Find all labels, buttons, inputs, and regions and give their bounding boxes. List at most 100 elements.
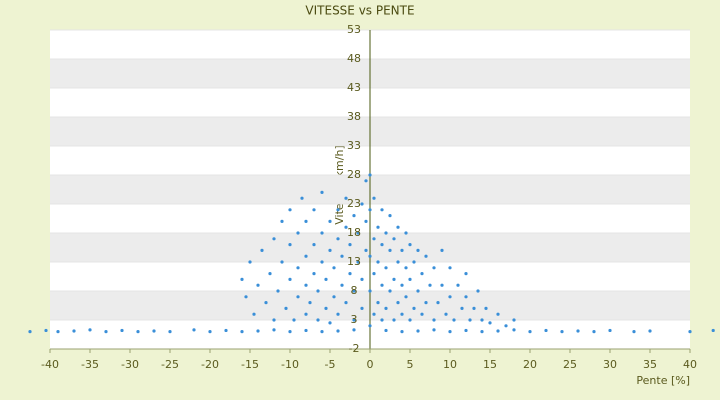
y-tick-label: -2 <box>349 342 360 355</box>
point <box>560 330 564 334</box>
point <box>368 173 372 177</box>
x-tick-label: -30 <box>121 358 139 371</box>
point <box>352 214 356 218</box>
x-tick-label: -20 <box>201 358 219 371</box>
chart-title: VITESSE vs PENTE <box>305 4 414 18</box>
point <box>320 260 324 264</box>
point <box>436 301 440 305</box>
point <box>380 283 384 287</box>
x-tick-label: -40 <box>41 358 59 371</box>
point <box>408 277 412 281</box>
y-tick-label: 28 <box>347 168 361 181</box>
point <box>240 277 244 281</box>
y-tick-label: 8 <box>351 284 358 297</box>
point <box>364 248 368 252</box>
point <box>464 328 468 333</box>
point <box>244 295 248 299</box>
point <box>464 295 468 299</box>
point <box>384 306 388 310</box>
point <box>208 330 212 334</box>
y-tick-label: 43 <box>347 81 361 94</box>
point <box>328 219 332 223</box>
point <box>356 260 360 264</box>
point <box>44 328 48 333</box>
point <box>304 312 308 316</box>
x-tick-label: 40 <box>683 358 697 371</box>
point <box>240 330 244 334</box>
point <box>192 328 196 332</box>
point <box>688 330 692 334</box>
point <box>484 306 488 310</box>
point <box>352 289 356 293</box>
point <box>288 277 292 281</box>
point <box>332 295 336 299</box>
point <box>412 306 416 310</box>
point <box>388 289 392 293</box>
point <box>344 225 348 229</box>
point <box>344 196 348 200</box>
point <box>360 277 364 281</box>
point <box>312 243 316 247</box>
point <box>368 289 372 293</box>
point <box>268 272 272 276</box>
point <box>324 306 328 310</box>
point <box>316 289 320 293</box>
point <box>288 330 292 334</box>
point <box>320 190 324 194</box>
point <box>224 328 228 333</box>
point <box>396 225 400 229</box>
point <box>456 283 460 287</box>
point <box>304 328 308 333</box>
point <box>272 237 276 241</box>
point <box>416 329 420 333</box>
point <box>248 260 252 264</box>
point <box>272 328 276 332</box>
y-tick-label: 53 <box>347 23 361 36</box>
point <box>320 231 324 235</box>
point <box>404 231 408 235</box>
point <box>312 208 316 212</box>
point <box>496 329 500 333</box>
point <box>348 272 352 276</box>
point <box>272 318 276 322</box>
point <box>344 301 348 305</box>
point <box>380 318 384 322</box>
point <box>464 272 468 276</box>
y-tick-label: 3 <box>351 313 358 326</box>
point <box>336 329 340 333</box>
point <box>336 208 340 212</box>
point <box>376 225 380 229</box>
point <box>480 318 484 322</box>
point <box>312 272 316 276</box>
point <box>372 237 376 241</box>
point <box>416 248 420 252</box>
point <box>412 260 416 264</box>
point <box>384 328 388 333</box>
x-tick-label: -10 <box>281 358 299 371</box>
point <box>304 254 308 258</box>
point <box>460 306 464 310</box>
point <box>256 283 260 287</box>
point <box>304 219 308 223</box>
point <box>380 243 384 247</box>
point <box>408 318 412 322</box>
point <box>28 330 32 334</box>
point <box>56 330 60 334</box>
point <box>360 202 364 206</box>
x-tick-label: 10 <box>443 358 457 371</box>
point <box>320 330 324 334</box>
y-tick-label: 48 <box>347 52 361 65</box>
x-tick-label: -15 <box>241 358 259 371</box>
point <box>608 328 612 333</box>
point <box>280 260 284 264</box>
y-tick-label: 18 <box>347 226 361 239</box>
y-tick-label: 13 <box>347 255 361 268</box>
point <box>448 295 452 299</box>
point <box>152 329 156 333</box>
point <box>308 301 312 305</box>
point <box>316 318 320 322</box>
point <box>512 318 516 322</box>
point <box>276 289 280 293</box>
point <box>504 324 508 328</box>
